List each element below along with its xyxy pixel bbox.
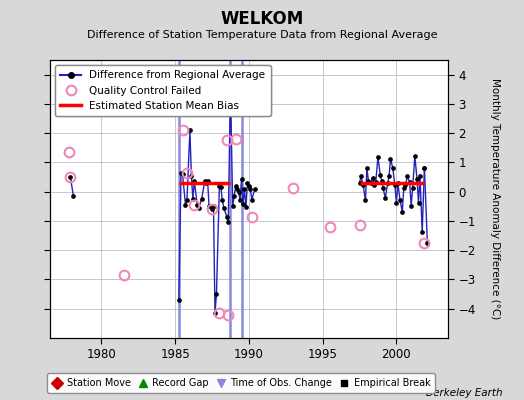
Text: Berkeley Earth: Berkeley Earth [427,388,503,398]
Text: WELKOM: WELKOM [221,10,303,28]
Legend: Difference from Regional Average, Quality Control Failed, Estimated Station Mean: Difference from Regional Average, Qualit… [55,65,270,116]
Legend: Station Move, Record Gap, Time of Obs. Change, Empirical Break: Station Move, Record Gap, Time of Obs. C… [47,374,435,393]
Text: Difference of Station Temperature Data from Regional Average: Difference of Station Temperature Data f… [87,30,437,40]
Y-axis label: Monthly Temperature Anomaly Difference (°C): Monthly Temperature Anomaly Difference (… [490,78,500,320]
